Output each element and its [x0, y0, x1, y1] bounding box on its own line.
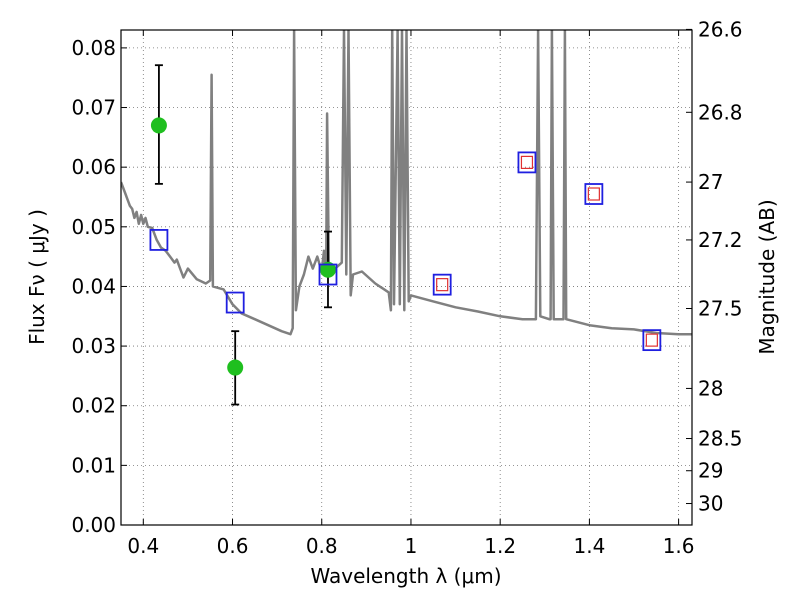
x-tick-label: 0.6: [217, 534, 249, 558]
marker-layer: [149, 64, 662, 406]
model-flux-square: [149, 229, 169, 251]
magnitude-tick-label: 27.2: [698, 228, 743, 252]
magnitude-tick-label: 26.6: [698, 17, 743, 41]
model-flux-square: [584, 183, 604, 205]
model-flux-square: [642, 329, 662, 352]
x-tick-label: 0.8: [306, 534, 338, 558]
grid-lines: [121, 30, 692, 526]
reference-flux-square: [520, 155, 534, 169]
reference-flux-square: [436, 278, 449, 292]
y-tick-label: 0.05: [71, 215, 116, 239]
magnitude-tick-label: 28.5: [698, 427, 743, 451]
model-flux-square: [517, 151, 537, 174]
y-tick-label: 0.04: [71, 274, 116, 298]
reference-flux-square: [587, 187, 600, 201]
magnitude-tick-label: 29: [698, 459, 723, 483]
right-axis-title: Magnitude (AB): [755, 199, 779, 354]
magnitude-tick-label: 28: [698, 376, 723, 400]
x-tick-label: 0.4: [127, 534, 159, 558]
spectrum-layer: [121, 30, 692, 336]
model-flux-square: [225, 291, 245, 314]
x-axis-title: Wavelength λ (μm): [310, 564, 501, 588]
spectrum-line: [121, 30, 692, 336]
magnitude-tick-label: 27.5: [698, 297, 743, 321]
y-tick-label: 0.00: [71, 513, 116, 537]
magnitude-tick-label: 27: [698, 170, 723, 194]
y-tick-label: 0.02: [71, 394, 116, 418]
y-tick-label: 0.06: [71, 155, 116, 179]
magnitude-tick-label: 30: [698, 492, 723, 516]
y-tick-label: 0.07: [71, 96, 116, 120]
reference-flux-square: [645, 333, 658, 347]
y-tick-label: 0.01: [71, 453, 116, 477]
x-tick-label: 1.4: [573, 534, 605, 558]
magnitude-tick-label: 26.8: [698, 100, 743, 124]
x-tick-label: 1: [405, 534, 418, 558]
x-tick-label: 1.6: [663, 534, 695, 558]
model-flux-square: [318, 263, 338, 286]
plot-frame: [120, 29, 693, 526]
y-tick-label: 0.08: [71, 36, 116, 60]
model-flux-square: [432, 273, 452, 296]
observed-flux-point: [150, 117, 167, 134]
y-tick-label: 0.03: [71, 334, 116, 358]
axis-ticks: 0.4 0.6 0.8 1 1.2 1.4 1.6 0.00 0.01 0.02 0.03 0.04 0…: [71, 17, 742, 558]
y-axis-title: Flux Fν ( μJy ): [25, 209, 49, 345]
observed-flux-point: [319, 261, 336, 278]
x-tick-label: 1.2: [484, 534, 516, 558]
observed-flux-point: [227, 359, 244, 376]
